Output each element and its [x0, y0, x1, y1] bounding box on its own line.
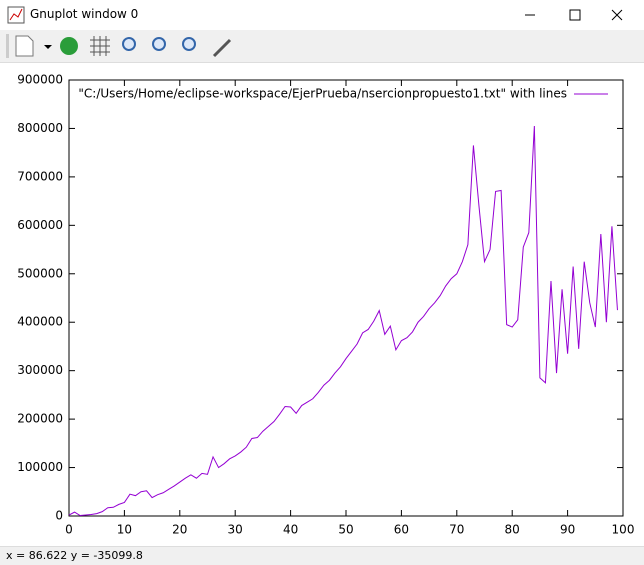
- window-title: Gnuplot window 0: [30, 7, 139, 21]
- maximize-button[interactable]: [569, 9, 581, 21]
- title-bar: Gnuplot window 0: [0, 0, 644, 30]
- options-button[interactable]: [212, 38, 232, 58]
- dropdown-button[interactable]: [44, 45, 52, 49]
- y-tick-label: 100000: [17, 460, 63, 474]
- y-tick-label: 600000: [17, 218, 63, 232]
- x-tick-label: 40: [283, 523, 298, 537]
- zoom-in-button[interactable]: [152, 37, 166, 51]
- close-button[interactable]: [611, 9, 623, 21]
- toolbar-icons: [6, 34, 232, 58]
- y-tick-label: 700000: [17, 169, 63, 183]
- plot-border: [68, 79, 624, 517]
- x-tick-label: 0: [65, 523, 73, 537]
- x-tick-label: 90: [560, 523, 575, 537]
- chart: 0100000200000300000400000500000600000700…: [17, 73, 635, 537]
- x-tick-label: 100: [612, 523, 635, 537]
- copy-button[interactable]: [15, 35, 34, 57]
- zoom-reset-button[interactable]: [182, 37, 196, 51]
- x-tick-label: 50: [338, 523, 353, 537]
- data-line: [68, 125, 618, 517]
- cursor-coordinates: x = 86.622 y = -35099.8: [6, 549, 143, 562]
- y-tick-label: 900000: [17, 73, 63, 87]
- x-tick-label: 30: [228, 523, 243, 537]
- y-tick-label: 0: [55, 509, 63, 523]
- app-icon-graph: [9, 8, 23, 21]
- x-tick-label: 80: [505, 523, 520, 537]
- y-tick-label: 500000: [17, 266, 63, 280]
- title-bar-icons: [7, 6, 623, 24]
- status-bar: x = 86.622 y = -35099.8: [0, 546, 644, 565]
- x-tick-label: 10: [117, 523, 132, 537]
- replot-button[interactable]: [60, 37, 78, 55]
- grid-button[interactable]: [90, 36, 110, 56]
- y-tick-label: 400000: [17, 315, 63, 329]
- toolbar: [0, 30, 644, 63]
- grip: [6, 34, 9, 58]
- y-tick-label: 800000: [17, 121, 63, 135]
- y-tick-label: 200000: [17, 412, 63, 426]
- x-tick-label: 70: [449, 523, 464, 537]
- zoom-out-button[interactable]: [122, 37, 136, 51]
- legend-label: "C:/Users/Home/eclipse-workspace/EjerPru…: [78, 87, 567, 101]
- x-tick-label: 20: [172, 523, 187, 537]
- y-tick-label: 300000: [17, 363, 63, 377]
- x-tick-label: 60: [394, 523, 409, 537]
